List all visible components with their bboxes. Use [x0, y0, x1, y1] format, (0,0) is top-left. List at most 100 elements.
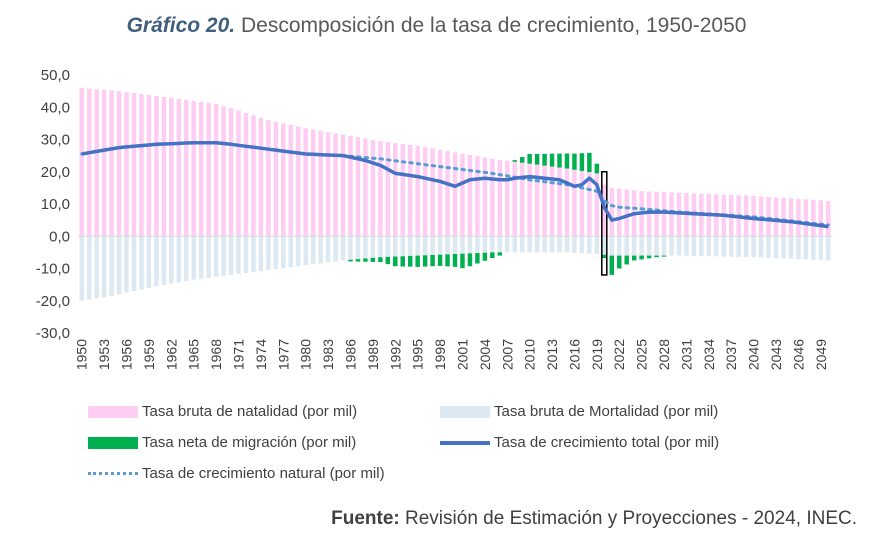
bar-migracion-2023 [624, 255, 629, 265]
bar-mortalidad-1968 [213, 236, 219, 277]
bar-mortalidad-1975 [266, 236, 271, 271]
bar-mortalidad-1996 [422, 236, 428, 256]
x-tick-label: 2031 [678, 339, 694, 370]
bar-natalidad-2043 [773, 197, 779, 237]
x-tick-label: 2010 [522, 339, 538, 370]
bar-natalidad-1972 [243, 112, 249, 237]
bar-migracion-2001 [460, 253, 465, 269]
bar-mortalidad-1979 [295, 236, 301, 267]
bar-mortalidad-1962 [169, 236, 174, 284]
x-tick-label: 1953 [96, 339, 112, 370]
legend-swatch-natalidad [88, 405, 138, 418]
bar-mortalidad-2005 [490, 236, 495, 253]
bar-mortalidad-2004 [482, 236, 488, 253]
bar-mortalidad-2050 [826, 236, 831, 261]
bar-natalidad-1994 [407, 144, 413, 237]
bar-migracion-2020 [602, 254, 607, 259]
bar-migracion-1986 [348, 259, 353, 262]
bar-migracion-2017 [579, 153, 585, 171]
bar-mortalidad-1955 [116, 236, 122, 295]
bar-mortalidad-2000 [452, 236, 458, 254]
bar-mortalidad-2033 [699, 236, 704, 257]
x-tick-label: 1950 [74, 339, 90, 370]
bar-mortalidad-1952 [94, 236, 99, 299]
bar-mortalidad-1957 [131, 236, 137, 292]
series-line-total [81, 140, 829, 229]
bar-mortalidad-2027 [654, 236, 659, 256]
bar-mortalidad-1958 [139, 236, 144, 290]
bar-mortalidad-2030 [676, 236, 682, 256]
x-tick-label: 2004 [477, 339, 493, 370]
bar-natalidad-1974 [258, 117, 264, 237]
bar-natalidad-2008 [512, 161, 517, 237]
x-tick-label: 2028 [656, 339, 672, 370]
bar-natalidad-1960 [154, 95, 159, 237]
bar-mortalidad-2001 [460, 236, 465, 254]
bar-natalidad-2050 [826, 200, 831, 237]
bar-mortalidad-2014 [557, 236, 562, 253]
bar-natalidad-2044 [781, 197, 786, 237]
bar-natalidad-1966 [198, 101, 204, 237]
bar-mortalidad-1977 [281, 236, 286, 269]
bar-natalidad-2049 [818, 200, 824, 237]
bar-migracion-2002 [467, 253, 473, 267]
bar-natalidad-2019 [594, 173, 600, 237]
bar-natalidad-2023 [624, 189, 629, 237]
bar-natalidad-2021 [609, 187, 615, 237]
bar-natalidad-1999 [445, 151, 450, 237]
bar-mortalidad-1973 [251, 236, 256, 273]
y-tick-label: 50,0 [41, 67, 70, 84]
bar-natalidad-1957 [131, 93, 137, 237]
legend-item-mortalidad: Tasa bruta de Mortalidad (por mil) [440, 403, 718, 420]
bar-natalidad-2011 [534, 164, 540, 237]
bar-migracion-2011 [534, 153, 540, 165]
bar-migracion-1988 [363, 258, 368, 262]
bar-natalidad-1956 [124, 92, 129, 237]
bar-mortalidad-1972 [243, 236, 249, 274]
bar-mortalidad-1999 [445, 236, 450, 255]
x-tick-label: 2046 [790, 339, 806, 370]
x-tick-label: 1974 [253, 339, 269, 370]
bar-natalidad-1952 [94, 89, 99, 237]
chart-title-lead: Gráfico 20. [126, 14, 236, 37]
bar-mortalidad-1995 [415, 236, 420, 256]
bar-natalidad-2048 [811, 199, 816, 237]
bar-natalidad-1963 [176, 98, 182, 237]
bar-natalidad-1995 [415, 145, 420, 237]
bar-mortalidad-2013 [549, 236, 555, 253]
bar-migracion-2026 [646, 255, 652, 259]
x-tick-label: 1989 [365, 339, 381, 370]
bar-migracion-2021 [609, 255, 615, 275]
bar-mortalidad-2015 [564, 236, 570, 253]
bar-migracion-2015 [564, 153, 570, 169]
bar-natalidad-2001 [460, 153, 465, 237]
bar-migracion-2009 [519, 157, 525, 163]
bar-natalidad-1964 [184, 99, 189, 237]
bar-natalidad-2006 [497, 159, 503, 237]
chart-plot: 50,040,030,020,010,00,0-10,0-20,0-30,019… [36, 67, 832, 370]
bar-mortalidad-1963 [176, 236, 182, 283]
bar-mortalidad-1965 [191, 236, 196, 280]
bar-natalidad-2028 [661, 192, 667, 237]
legend-item-migracion: Tasa neta de migración (por mil) [88, 434, 356, 451]
x-tick-label: 2001 [454, 339, 470, 370]
bar-migracion-2028 [661, 255, 667, 257]
bar-natalidad-1976 [273, 121, 279, 237]
bar-mortalidad-1976 [273, 236, 279, 270]
bar-natalidad-1979 [295, 126, 301, 237]
bar-mortalidad-2016 [572, 236, 577, 253]
x-tick-label: 2019 [589, 339, 605, 370]
bar-mortalidad-1970 [228, 236, 234, 275]
bar-mortalidad-1989 [370, 236, 376, 258]
bar-natalidad-1954 [109, 90, 114, 237]
x-tick-label: 1962 [163, 339, 179, 370]
bar-natalidad-1987 [355, 137, 361, 237]
y-tick-label: -10,0 [36, 261, 70, 278]
bar-natalidad-1970 [228, 108, 234, 237]
x-tick-label: 2040 [746, 339, 762, 370]
bar-migracion-2004 [482, 252, 488, 261]
y-tick-label: 30,0 [41, 132, 70, 149]
bar-migracion-2016 [572, 153, 577, 170]
bar-mortalidad-1980 [303, 236, 308, 266]
x-tick-label: 2049 [813, 339, 829, 370]
